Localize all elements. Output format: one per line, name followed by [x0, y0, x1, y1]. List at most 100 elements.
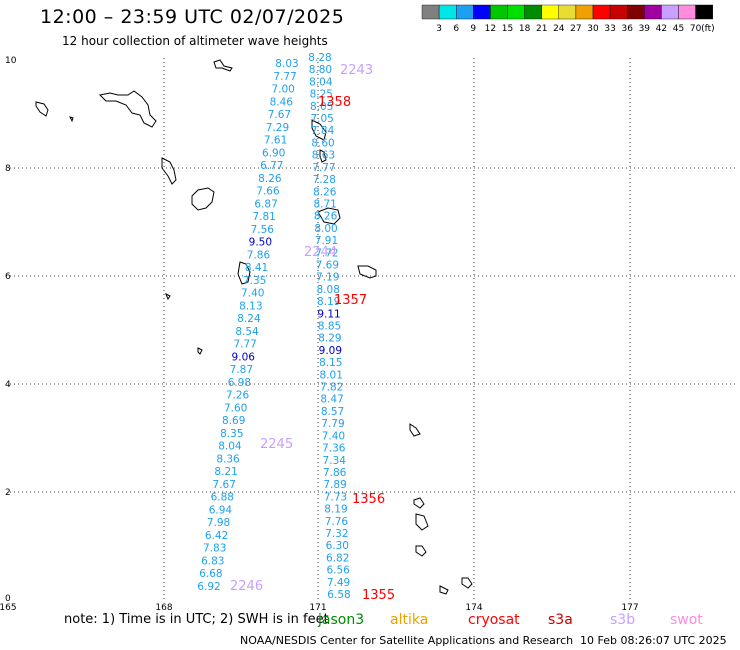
- swh-value: 8.60: [311, 137, 334, 149]
- island: [98, 90, 157, 128]
- island: [197, 347, 203, 355]
- scale-swatch: [473, 4, 491, 20]
- swh-value: 7.77: [273, 71, 296, 83]
- island: [237, 261, 251, 285]
- swh-value: 7.67: [213, 479, 236, 491]
- swh-value: 8.26: [313, 186, 337, 198]
- swh-value: 6.77: [260, 160, 283, 172]
- pass-labels: 2243 1358 2244 1357 2245 1356 2246 1355: [230, 63, 395, 603]
- island-outlines: [35, 59, 473, 595]
- island: [415, 545, 427, 557]
- swh-value: 7.89: [323, 479, 346, 491]
- swh-value: 6.87: [254, 198, 277, 210]
- swh-value: 8.36: [216, 453, 240, 465]
- island: [461, 577, 473, 589]
- swh-value: 8.21: [214, 466, 237, 478]
- pass-id-label: 2245: [260, 437, 293, 452]
- swh-value: 8.54: [235, 326, 259, 338]
- scale-swatch: [541, 4, 560, 20]
- island: [439, 585, 449, 595]
- swh-value: 6.82: [326, 552, 349, 564]
- swh-value: 7.56: [251, 224, 275, 236]
- swh-value: 8.26: [314, 211, 338, 223]
- swh-value: 6.83: [201, 555, 224, 567]
- swh-value: 7.66: [256, 186, 280, 198]
- scale-swatch: [695, 4, 713, 20]
- island: [191, 187, 215, 211]
- timestamp: 10 Feb 08:26:07 UTC 2025: [580, 634, 727, 647]
- scale-swatch: [421, 4, 440, 20]
- swh-value: 7.86: [247, 249, 271, 261]
- scale-tick-label: 21: [536, 24, 547, 34]
- island: [311, 119, 327, 141]
- swh-value: 8.47: [320, 394, 343, 406]
- scale-unit: (ft): [701, 24, 715, 34]
- sat-legend-swot: swot: [670, 612, 703, 628]
- pass-id-label: 1355: [362, 588, 395, 603]
- swh-value: 8.35: [220, 428, 243, 440]
- swh-value: 7.28: [313, 174, 336, 186]
- scale-swatch: [661, 4, 679, 20]
- swh-value: 7.32: [325, 528, 348, 540]
- swh-value: 6.42: [205, 530, 228, 542]
- sat-legend-s3b: s3b: [610, 612, 636, 628]
- swh-value: 9.50: [249, 237, 272, 249]
- y-tick-label: 8: [5, 164, 11, 174]
- swh-value: 8.29: [318, 333, 341, 345]
- sat-legend-cryosat: cryosat: [468, 612, 520, 628]
- swh-value: 7.98: [207, 517, 230, 529]
- lat-lon-grid: 165 168 171 174 177 0 2 4 6 8 10: [0, 56, 736, 613]
- island: [319, 149, 327, 163]
- scale-tick-label: 36: [621, 24, 633, 34]
- y-tick-label: 0: [5, 594, 11, 604]
- swh-value: 7.77: [233, 339, 256, 351]
- swh-value: 8.00: [314, 223, 337, 235]
- x-tick-label: 177: [621, 603, 638, 613]
- scale-tick-label: 30: [587, 24, 599, 34]
- island: [161, 157, 177, 185]
- pass-id-label: 1358: [318, 95, 351, 110]
- color-scale-legend: 3 6 9 12 15 18 21 24 27 30 33 36 39 42 45 70 (ft): [421, 4, 715, 34]
- swh-value: 8.57: [321, 406, 344, 418]
- swh-value: 9.09: [319, 345, 342, 357]
- island: [165, 292, 171, 301]
- swh-value: 7.87: [230, 364, 253, 376]
- scale-tick-label: 42: [656, 24, 667, 34]
- swh-value: 8.15: [319, 357, 342, 369]
- scale-swatch: [507, 4, 525, 20]
- swh-value: 7.40: [322, 430, 345, 442]
- swh-value: 8.46: [270, 96, 294, 108]
- swh-value: 7.00: [271, 84, 294, 96]
- swh-value: 6.92: [197, 581, 220, 593]
- swh-value: 8.04: [309, 76, 333, 88]
- scale-tick-label: 3: [436, 24, 442, 34]
- y-tick-label: 10: [5, 56, 17, 66]
- swh-value: 8.28: [308, 52, 331, 64]
- swh-value: 7.69: [316, 259, 339, 271]
- scale-tick-label: 24: [553, 24, 565, 34]
- x-tick-label: 165: [0, 603, 17, 613]
- altimeter-tracks: 8.037.777.008.467.677.297.616.906.778.26…: [197, 52, 350, 601]
- pass-id-label: 2246: [230, 579, 263, 594]
- swh-value: 7.34: [323, 455, 347, 467]
- swh-value: 8.04: [218, 441, 242, 453]
- scale-tick-label: 27: [570, 24, 581, 34]
- swh-value: 6.88: [211, 492, 234, 504]
- swh-value: 8.25: [310, 89, 333, 101]
- y-tick-label: 2: [5, 488, 11, 498]
- pass-id-label: 2243: [340, 63, 373, 78]
- swh-value: 8.13: [239, 300, 262, 312]
- swh-value: 7.36: [322, 443, 346, 455]
- island: [415, 513, 429, 531]
- swh-value: 7.35: [243, 275, 266, 287]
- swh-value: 9.06: [232, 351, 256, 363]
- pass-id-label: 1356: [352, 492, 385, 507]
- swh-value: 7.05: [310, 113, 333, 125]
- swh-value: 8.80: [309, 64, 332, 76]
- swh-value: 9.11: [317, 308, 340, 320]
- map-subtitle: 12 hour collection of altimeter wave hei…: [62, 34, 328, 48]
- swh-value: 7.91: [315, 235, 338, 247]
- footnote: note: 1) Time is in UTC; 2) SWH is in fe…: [64, 612, 329, 627]
- island: [213, 59, 233, 72]
